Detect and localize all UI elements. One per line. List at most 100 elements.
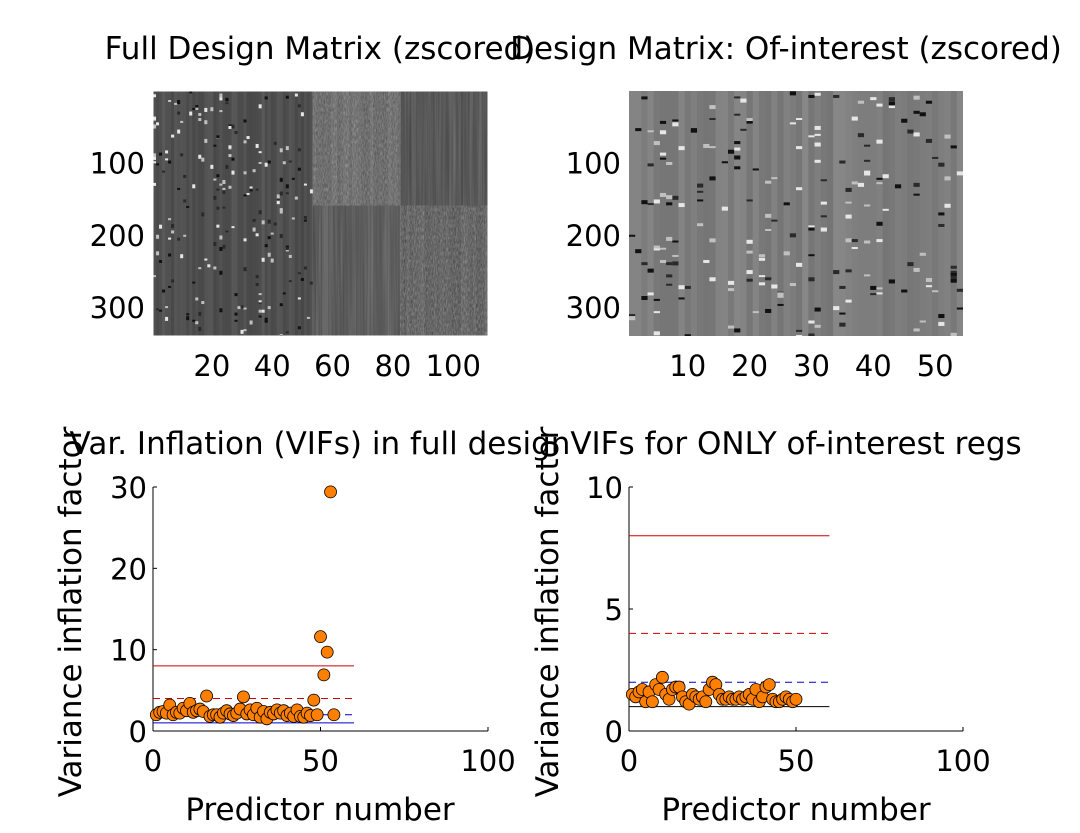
- heatmap-column-shade: [156, 91, 159, 336]
- heatmap-event: [876, 182, 883, 185]
- heatmap-event: [201, 301, 205, 305]
- heatmap-event: [252, 169, 256, 173]
- heatmap-event: [159, 224, 163, 229]
- heatmap-event: [192, 107, 196, 110]
- heatmap-column-shade: [820, 91, 827, 336]
- heatmap-column-shade: [304, 91, 307, 336]
- panel-4-title: VIFs for ONLY of-interest regs: [570, 426, 1021, 462]
- heatmap-event: [231, 157, 235, 161]
- heatmap-event: [950, 272, 957, 276]
- heatmap-event: [647, 203, 654, 206]
- heatmap-event: [814, 125, 821, 130]
- heatmap-event: [264, 162, 268, 167]
- heatmap-event: [956, 288, 963, 292]
- heatmap-event: [913, 132, 920, 137]
- heatmap-event: [659, 259, 667, 263]
- heatmap-event: [647, 292, 654, 296]
- heatmap-event: [303, 183, 307, 186]
- heatmap-column-shade: [225, 91, 228, 336]
- heatmap-event: [678, 285, 685, 290]
- heatmap-column-shade: [231, 91, 235, 336]
- heatmap-event: [153, 156, 157, 160]
- heatmap-event: [225, 230, 229, 233]
- heatmap-column-shade: [265, 91, 268, 336]
- heatmap-event: [243, 307, 247, 310]
- heatmap-column-shade: [283, 91, 286, 336]
- heatmap-event: [243, 119, 247, 123]
- heatmap-event: [734, 147, 741, 151]
- heatmap-event: [159, 259, 163, 263]
- panel-vif-full-design: Var. Inflation (VIFs) in full design 0 10…: [53, 426, 570, 828]
- heatmap-event: [183, 234, 187, 237]
- heatmap-event: [938, 223, 945, 227]
- y-tick-label: 30: [110, 471, 147, 505]
- heatmap-event: [285, 146, 289, 151]
- heatmap-event: [678, 297, 685, 300]
- heatmap-event: [697, 199, 704, 202]
- heatmap-event: [666, 161, 673, 165]
- heatmap-event: [746, 278, 753, 282]
- heatmap-event: [279, 191, 283, 196]
- heatmap-event: [204, 258, 208, 261]
- data-point: [645, 695, 659, 709]
- heatmap-event: [165, 316, 169, 321]
- heatmap-column-shade: [294, 91, 298, 336]
- heatmap-event: [666, 202, 673, 206]
- heatmap-event: [796, 334, 803, 336]
- heatmap-event: [219, 270, 223, 275]
- heatmap-column-shade: [758, 91, 766, 336]
- heatmap-column-shade: [274, 91, 277, 336]
- heatmap-event: [845, 238, 852, 243]
- heatmap-event: [938, 162, 945, 167]
- heatmap-event: [690, 128, 698, 133]
- heatmap-event: [279, 234, 283, 239]
- heatmap-event: [783, 251, 790, 256]
- heatmap-event: [740, 128, 747, 131]
- heatmap-event: [697, 223, 704, 227]
- heatmap-event: [765, 180, 772, 184]
- heatmap-column-shade: [261, 91, 265, 336]
- heatmap-event: [273, 222, 277, 226]
- heatmap-event: [796, 146, 803, 150]
- heatmap-event: [186, 313, 190, 316]
- heatmap-event: [285, 184, 289, 189]
- heatmap-event: [246, 192, 250, 195]
- heatmap-event: [231, 124, 235, 129]
- heatmap-event: [303, 219, 307, 222]
- heatmap-event: [684, 285, 691, 289]
- heatmap-event: [261, 309, 265, 313]
- heatmap-event: [653, 331, 660, 336]
- heatmap-event: [888, 105, 895, 109]
- x-tick-label: 100: [426, 349, 481, 383]
- heatmap-event: [264, 319, 268, 323]
- heatmap-event: [306, 316, 310, 319]
- heatmap-event: [219, 183, 223, 186]
- heatmap-event: [647, 163, 654, 167]
- heatmap-event: [279, 209, 283, 214]
- heatmap-event: [876, 139, 883, 144]
- heatmap-column-shade: [300, 91, 304, 336]
- heatmap-event: [177, 129, 181, 134]
- heatmap-event: [279, 177, 283, 182]
- heatmap-event: [864, 173, 871, 176]
- heatmap-event: [153, 94, 157, 98]
- heatmap-event: [857, 133, 865, 138]
- heatmap-event: [162, 289, 166, 293]
- heatmap-event: [629, 314, 636, 317]
- heatmap-event: [285, 192, 289, 195]
- heatmap-event: [876, 287, 883, 290]
- heatmap-column-shade: [907, 91, 914, 336]
- heatmap-event: [153, 161, 157, 164]
- heatmap-column-shade: [159, 91, 162, 336]
- heatmap-event: [285, 331, 289, 334]
- heatmap-event: [282, 292, 286, 295]
- heatmap-event: [279, 148, 283, 153]
- heatmap-event: [243, 194, 247, 197]
- heatmap-column-shade: [238, 91, 241, 336]
- heatmap-event: [641, 296, 648, 301]
- heatmap-event: [820, 227, 827, 232]
- heatmap-event: [709, 277, 716, 282]
- heatmap-column-shade: [186, 91, 189, 336]
